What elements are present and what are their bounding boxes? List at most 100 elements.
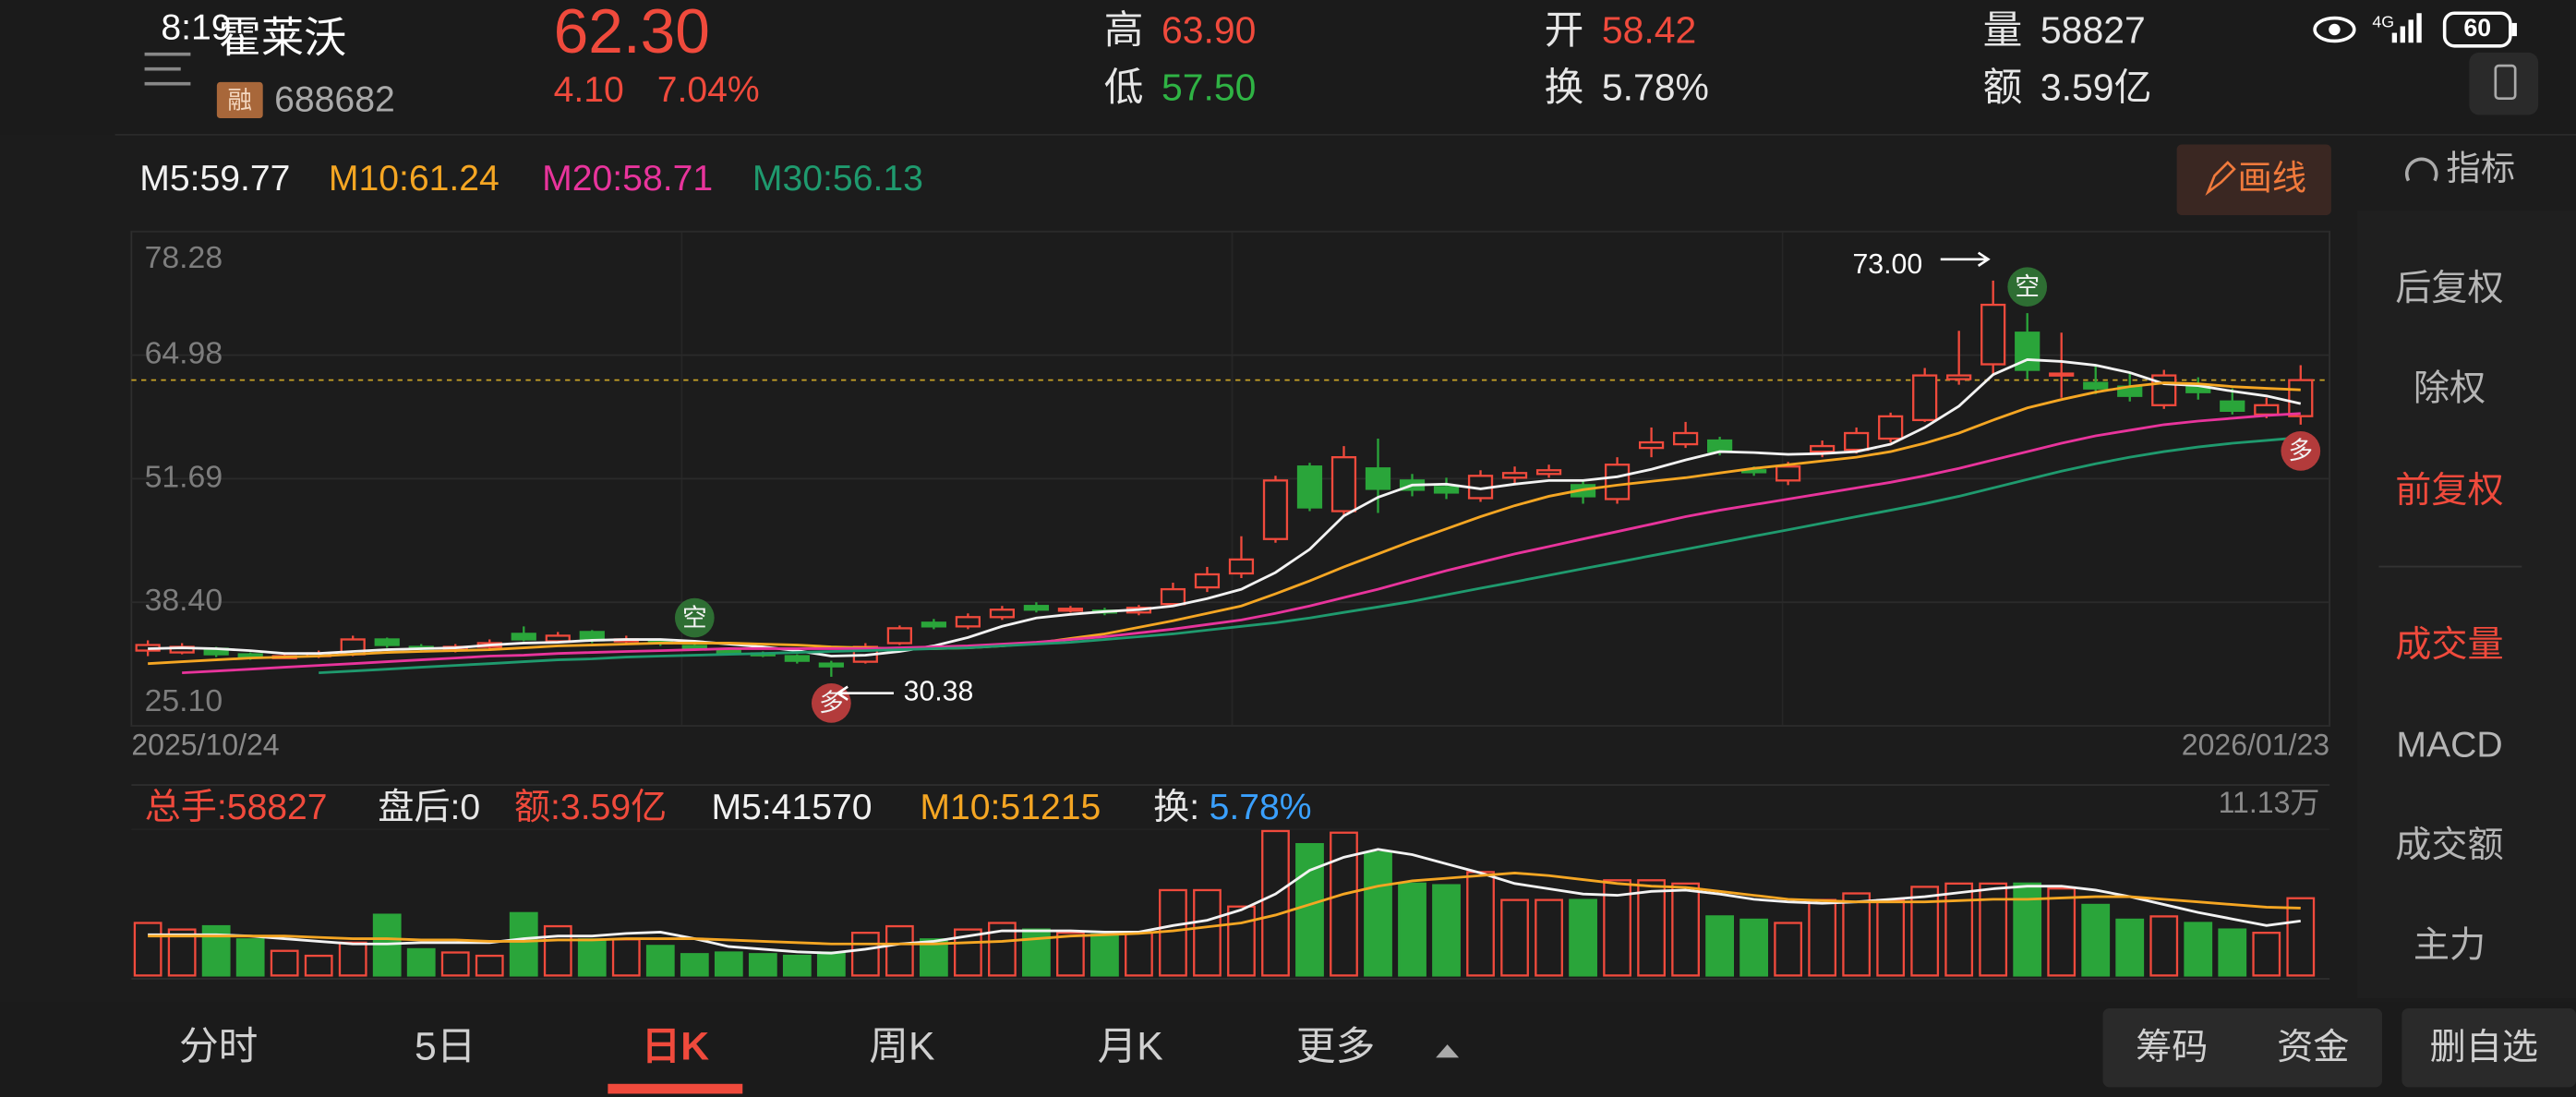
volume-bar	[1125, 932, 1153, 977]
signal-marker	[2007, 267, 2048, 307]
header-bg	[0, 0, 2576, 135]
candle-body	[1433, 486, 1460, 494]
action[interactable]: 筹码	[2136, 1028, 2208, 1067]
signal-marker	[674, 597, 715, 638]
candle-body	[921, 621, 946, 628]
volume-bar	[1979, 882, 2008, 977]
candle-body	[2083, 381, 2109, 390]
side-panel	[2357, 210, 2576, 999]
stat-label: 高	[1104, 8, 1144, 53]
candle-body	[1296, 465, 1323, 509]
volume-bar	[885, 924, 914, 977]
stat-value: 57.50	[1162, 66, 1256, 109]
candle-body	[818, 662, 844, 668]
volume-bar	[1261, 829, 1290, 977]
volume-bar	[1398, 882, 1426, 977]
volume-bar	[440, 951, 470, 977]
volume-bar	[2184, 922, 2213, 977]
candle-body	[374, 638, 400, 646]
x-tick-label: 2025/10/24	[131, 729, 279, 762]
more-arrow[interactable]	[1436, 1044, 1460, 1058]
volume-bar	[304, 954, 333, 977]
side-item[interactable]: 前复权	[2395, 471, 2503, 511]
candle-body	[2049, 372, 2075, 377]
candle-body	[2220, 400, 2245, 412]
volume-bar	[748, 953, 777, 977]
stat-value: 58.42	[1602, 8, 1696, 51]
volume-bar	[1022, 928, 1051, 977]
annotation-arrow	[1940, 251, 1991, 268]
tab[interactable]: 5日	[415, 1025, 475, 1069]
stat-value: 5.78%	[1602, 66, 1709, 109]
volume-bar	[1876, 898, 1906, 977]
stat-value: 3.59亿	[2040, 66, 2152, 109]
volume-bar	[680, 953, 709, 977]
change: 4.10	[554, 70, 624, 110]
y-tick-label: 25.10	[145, 683, 223, 718]
y-tick-label: 38.40	[145, 583, 223, 618]
draw-button[interactable]	[2176, 144, 2331, 215]
side-item[interactable]: MACD	[2396, 726, 2502, 765]
draw-label[interactable]: 画线	[2237, 158, 2306, 197]
volume-bar	[1910, 886, 1940, 977]
candle-body	[1980, 303, 2006, 366]
stat-label: 开	[1545, 8, 1584, 53]
candle-body	[511, 633, 536, 641]
volume-bar	[714, 951, 743, 977]
side-item[interactable]: 主力	[2413, 926, 2486, 966]
volume-bar	[2286, 897, 2316, 977]
volume-bar	[1808, 898, 1837, 977]
volume-bar	[611, 938, 641, 977]
volume-bar	[133, 922, 163, 977]
volume-ma-legend: M10:51215	[920, 788, 1101, 827]
signal-text: 空	[2015, 273, 2040, 301]
candle-body	[1604, 464, 1631, 500]
candle-body	[545, 634, 571, 643]
candle-body	[886, 627, 912, 645]
battery: 60	[2463, 14, 2491, 42]
tab[interactable]: 更多	[1296, 1025, 1375, 1069]
candle-body	[1023, 605, 1050, 611]
volume-ma-legend: M5:41570	[711, 788, 872, 827]
stat-label: 低	[1104, 66, 1144, 110]
candle-body	[716, 649, 741, 654]
candle-body	[1638, 440, 1665, 450]
action[interactable]: 资金	[2277, 1028, 2349, 1067]
side-item[interactable]: 成交额	[2395, 826, 2503, 865]
volume-bar	[338, 941, 367, 977]
volume-bar	[1090, 933, 1119, 977]
side-item[interactable]: 除权	[2413, 369, 2486, 409]
tab[interactable]: 日K	[642, 1025, 710, 1069]
side-item[interactable]: 成交量	[2395, 625, 2503, 665]
gauge-icon	[2404, 157, 2438, 182]
candle-body	[1228, 558, 1255, 575]
volume-bar	[816, 951, 846, 977]
tab[interactable]: 周K	[869, 1025, 934, 1069]
action[interactable]: 删自选	[2430, 1028, 2538, 1067]
ma-legend: M30:56.13	[752, 159, 923, 199]
ma-legend: M10:61.24	[329, 159, 500, 199]
indicator[interactable]: 指标	[2446, 149, 2515, 187]
volume-bar	[1056, 932, 1085, 977]
side-item[interactable]: 后复权	[2395, 269, 2503, 308]
volume-bar	[1569, 898, 1597, 977]
y-tick-label: 51.69	[145, 459, 223, 494]
volume-bar	[1705, 915, 1735, 977]
candle-body	[1535, 469, 1562, 476]
volume-bar	[509, 911, 538, 977]
candle-body	[989, 609, 1016, 619]
volume-legend: 盘后:0	[378, 788, 480, 827]
volume-bar	[2047, 887, 2076, 977]
ma-line	[148, 381, 2301, 666]
volume-bar	[1295, 843, 1324, 977]
tab[interactable]: 分时	[179, 1025, 258, 1069]
tab[interactable]: 月K	[1098, 1025, 1163, 1069]
ma-legend: M20:58.71	[542, 159, 713, 199]
status-icons	[2313, 11, 2539, 115]
candle-body	[1912, 374, 1938, 422]
volume-bar	[1364, 850, 1392, 977]
ma-line	[319, 436, 2301, 675]
menu-icon[interactable]	[144, 52, 191, 86]
ma-line	[182, 412, 2301, 675]
